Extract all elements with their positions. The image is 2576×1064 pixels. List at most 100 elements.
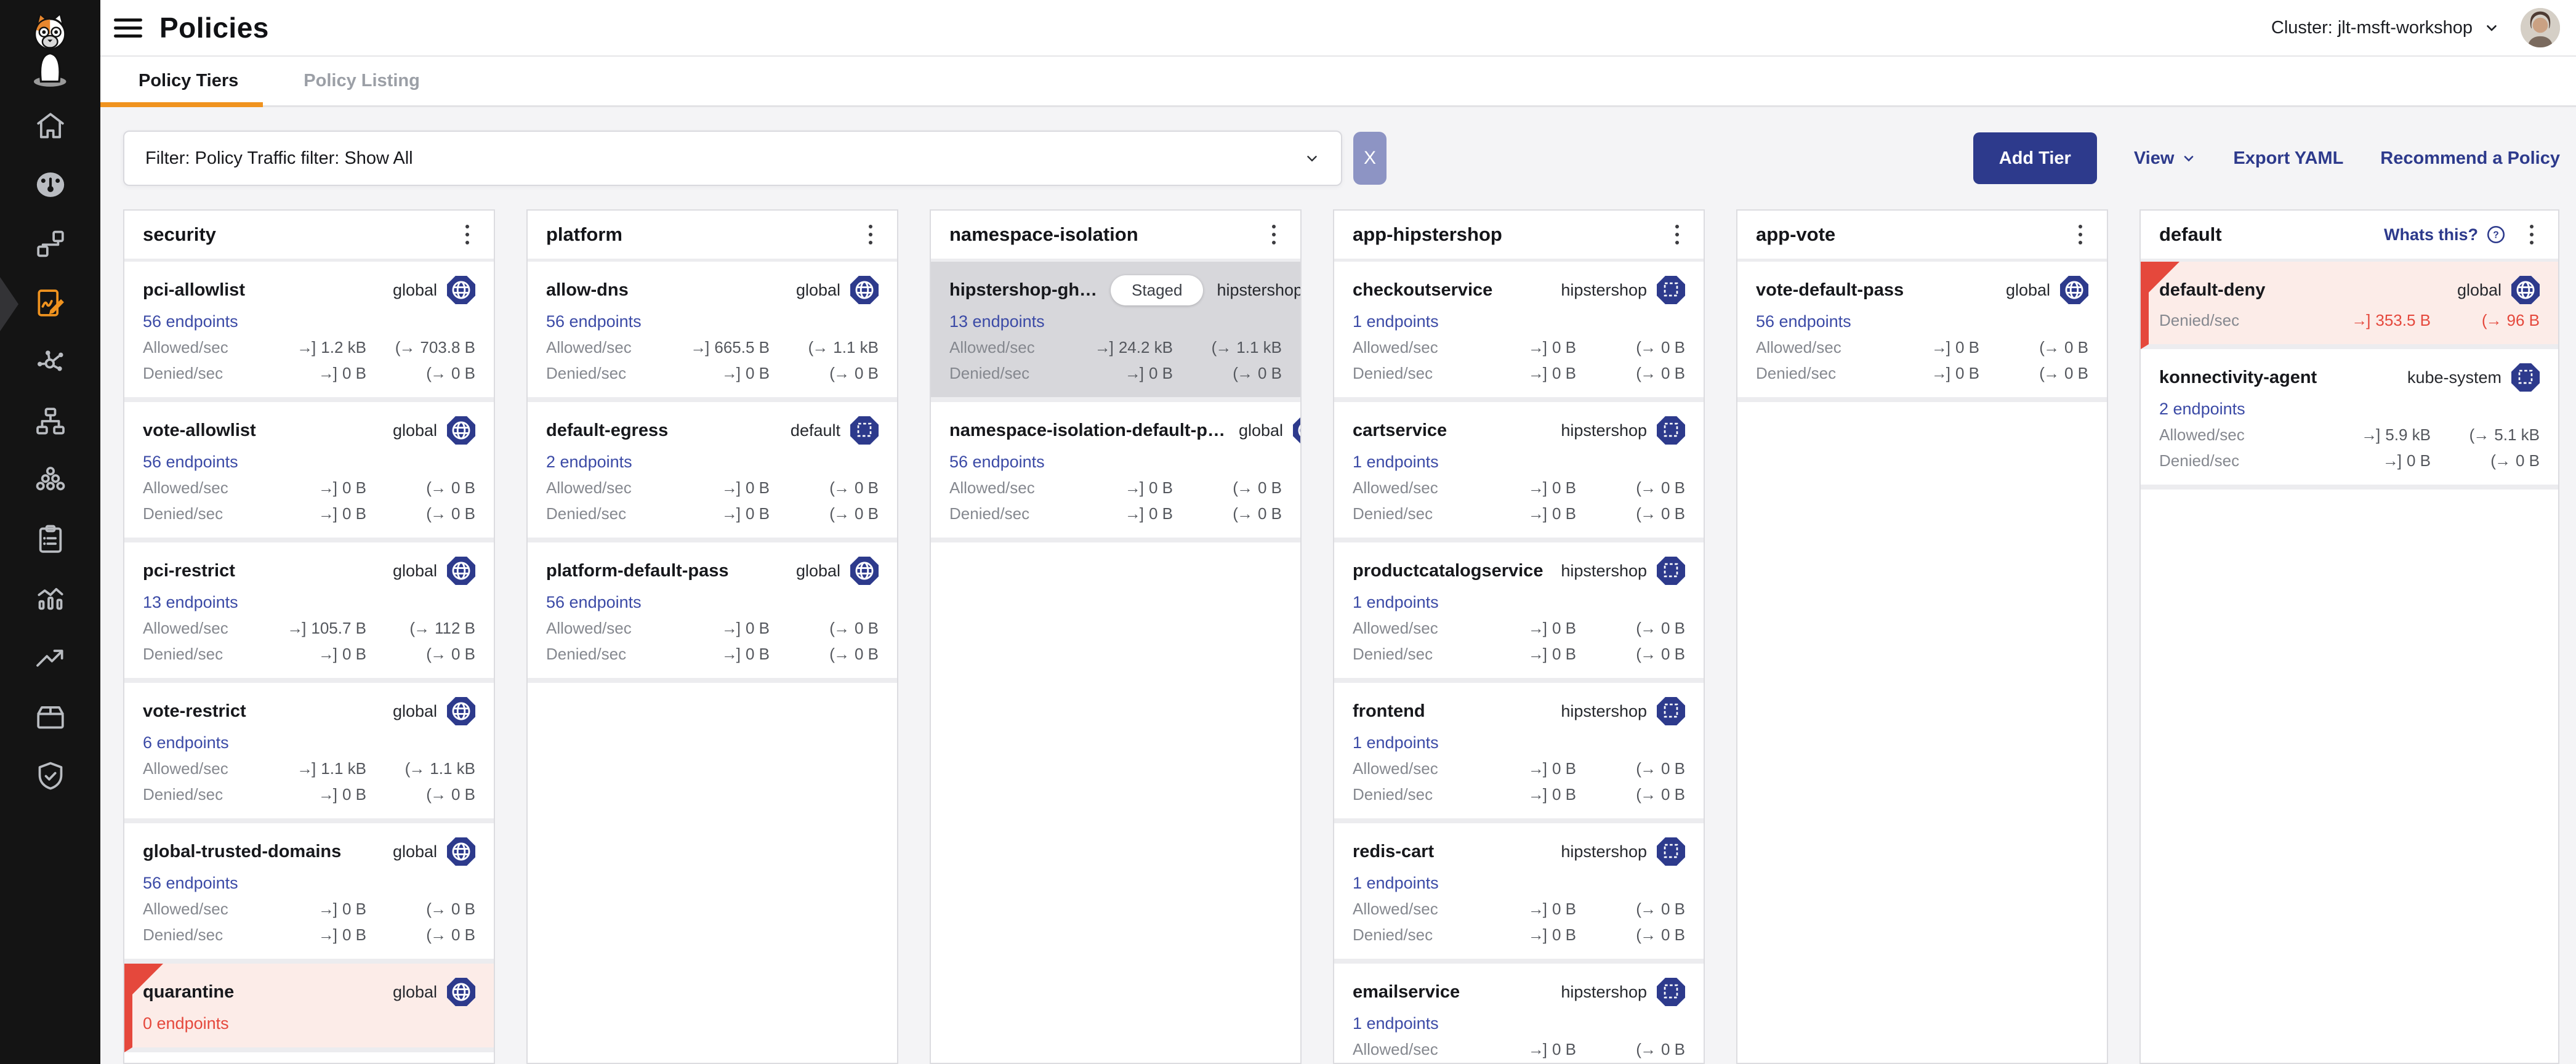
sidebar-item-clusters[interactable] [0, 452, 100, 511]
endpoints-link[interactable]: 0 endpoints [143, 1014, 229, 1033]
policy-card[interactable]: pci-allowlistglobal56 endpointsAllowed/s… [124, 262, 494, 402]
endpoints-link[interactable]: 56 endpoints [546, 312, 642, 331]
egress-icon: (→ [1636, 925, 1655, 945]
endpoints-link[interactable]: 56 endpoints [143, 312, 238, 331]
sidebar-item-flow-visualization[interactable] [0, 334, 100, 393]
policy-card[interactable]: default-denyglobalDenied/sec→]353.5 B(→9… [2141, 262, 2558, 349]
sidebar-item-compliance-reports[interactable] [0, 511, 100, 570]
policy-card[interactable]: vote-restrictglobal6 endpointsAllowed/se… [124, 683, 494, 823]
chevron-down-icon [2181, 151, 2196, 166]
tier-menu-kebab-icon[interactable] [863, 221, 879, 248]
egress-icon: (→ [1636, 1040, 1655, 1059]
endpoints-link[interactable]: 56 endpoints [1756, 312, 1851, 331]
scope-label: global [796, 281, 840, 300]
scope-badge: global [393, 557, 475, 585]
endpoints-link[interactable]: 13 endpoints [143, 593, 238, 611]
egress-icon: (→ [409, 619, 429, 638]
policy-card[interactable]: pci-restrictglobal13 endpointsAllowed/se… [124, 542, 494, 683]
clusters-icon [33, 463, 68, 501]
sidebar-item-dashboard[interactable] [0, 156, 100, 216]
sidebar-item-threat-defense[interactable] [0, 748, 100, 807]
egress-icon: (→ [1636, 785, 1655, 804]
sidebar-item-activity-stats[interactable] [0, 570, 100, 629]
endpoints-link[interactable]: 1 endpoints [1353, 453, 1439, 471]
user-avatar[interactable] [2521, 8, 2560, 47]
policy-name: vote-restrict [143, 701, 246, 722]
policy-card[interactable]: konnectivity-agentkube-system2 endpoints… [2141, 349, 2558, 490]
egress-icon: (→ [405, 759, 424, 778]
denied-row-label: Denied/sec [1353, 364, 1433, 383]
endpoints-link[interactable]: 13 endpoints [949, 312, 1045, 331]
denied-row-label: Denied/sec [2159, 311, 2239, 330]
cluster-selector[interactable]: Cluster: jlt-msft-workshop [2271, 18, 2500, 38]
allowed-row-label: Allowed/sec [546, 478, 632, 498]
sidebar-item-networks[interactable] [0, 393, 100, 452]
policy-card[interactable]: redis-carthipstershop1 endpointsAllowed/… [1334, 823, 1704, 964]
scope-badge: hipstershop [1561, 416, 1685, 445]
sidebar-item-home[interactable] [0, 97, 100, 156]
tab-policy-listing[interactable]: Policy Listing [279, 57, 445, 105]
add-tier-button[interactable]: Add Tier [1973, 132, 2097, 184]
sidebar-item-trends[interactable] [0, 629, 100, 688]
policy-card[interactable]: namespace-isolation-default-p…global56 e… [931, 402, 1300, 542]
denied-row: Denied/sec→]0 B(→0 B [949, 364, 1282, 382]
policy-card[interactable]: default-egressdefault2 endpointsAllowed/… [528, 402, 897, 542]
policy-card[interactable]: vote-allowlistglobal56 endpointsAllowed/… [124, 402, 494, 542]
policy-traffic-filter[interactable]: Filter: Policy Traffic filter: Show All [123, 131, 1342, 186]
endpoints-link[interactable]: 56 endpoints [143, 453, 238, 471]
policy-card[interactable]: global-trusted-domainsglobal56 endpoints… [124, 823, 494, 964]
allowed-row: Allowed/sec→]5.9 kB(→5.1 kB [2159, 425, 2540, 444]
endpoints-link[interactable]: 1 endpoints [1353, 733, 1439, 752]
policy-card[interactable]: productcatalogservicehipstershop1 endpoi… [1334, 542, 1704, 683]
endpoints-link[interactable]: 56 endpoints [546, 593, 642, 611]
tier-column-app-vote: app-votevote-default-passglobal56 endpoi… [1736, 209, 2108, 1064]
whats-this-link[interactable]: Whats this?? [2384, 224, 2506, 245]
tier-menu-kebab-icon[interactable] [1669, 221, 1685, 248]
allowed-ingress-value: 0 B [746, 478, 770, 498]
policy-card[interactable]: quarantineglobal0 endpoints [124, 964, 494, 1052]
allowed-row-label: Allowed/sec [143, 478, 228, 498]
policy-card[interactable]: platform-default-passglobal56 endpointsA… [528, 542, 897, 683]
egress-icon: (→ [426, 900, 445, 919]
endpoints-link[interactable]: 56 endpoints [949, 453, 1045, 471]
denied-egress-value: 0 B [1661, 364, 1685, 383]
view-menu-button[interactable]: View [2134, 148, 2197, 169]
recommend-policy-button[interactable]: Recommend a Policy [2380, 148, 2560, 169]
allowed-row-label: Allowed/sec [143, 619, 228, 638]
clear-filter-button[interactable]: X [1353, 132, 1387, 185]
tier-menu-kebab-icon[interactable] [2524, 221, 2540, 248]
egress-icon: (→ [1233, 504, 1252, 523]
allowed-row-label: Allowed/sec [1353, 759, 1438, 778]
tier-menu-kebab-icon[interactable] [2072, 221, 2088, 248]
tier-menu-kebab-icon[interactable] [459, 221, 475, 248]
policy-card[interactable]: hipstershop-gh…Stagedhipstershop13 endpo… [931, 262, 1300, 402]
endpoints-link[interactable]: 6 endpoints [143, 733, 229, 752]
scope-label: hipstershop [1561, 421, 1647, 440]
sidebar-item-policies[interactable] [0, 275, 100, 334]
denied-ingress-value: 353.5 B [2375, 311, 2431, 330]
tier-menu-kebab-icon[interactable] [1266, 221, 1282, 248]
policy-card[interactable]: checkoutservicehipstershop1 endpointsAll… [1334, 262, 1704, 402]
policy-card[interactable]: vote-default-passglobal56 endpointsAllow… [1737, 262, 2107, 402]
endpoints-link[interactable]: 56 endpoints [143, 874, 238, 892]
policy-card[interactable]: cartservicehipstershop1 endpointsAllowed… [1334, 402, 1704, 542]
endpoints-link[interactable]: 1 endpoints [1353, 312, 1439, 331]
endpoints-link[interactable]: 1 endpoints [1353, 593, 1439, 611]
policy-card[interactable]: allow-dnsglobal56 endpointsAllowed/sec→]… [528, 262, 897, 402]
tab-policy-tiers[interactable]: Policy Tiers [100, 57, 263, 105]
export-yaml-button[interactable]: Export YAML [2233, 148, 2343, 169]
sidebar-item-image-assurance[interactable] [0, 688, 100, 748]
denied-row-label: Denied/sec [143, 785, 223, 804]
policy-name: emailservice [1353, 982, 1460, 1002]
menu-icon[interactable] [114, 18, 142, 38]
policy-card[interactable]: frontendhipstershop1 endpointsAllowed/se… [1334, 683, 1704, 823]
endpoints-link[interactable]: 1 endpoints [1353, 1014, 1439, 1033]
endpoints-link[interactable]: 1 endpoints [1353, 874, 1439, 892]
endpoints-link[interactable]: 2 endpoints [546, 453, 632, 471]
sidebar-item-service-graph[interactable] [0, 216, 100, 275]
endpoints-link[interactable]: 2 endpoints [2159, 400, 2245, 418]
policy-name-row: platform-default-passglobal [546, 557, 879, 584]
policy-card[interactable]: emailservicehipstershop1 endpointsAllowe… [1334, 964, 1704, 1064]
denied-ingress-value: 0 B [1552, 645, 1576, 664]
policy-card[interactable]: security-default-passglobal [124, 1052, 494, 1064]
